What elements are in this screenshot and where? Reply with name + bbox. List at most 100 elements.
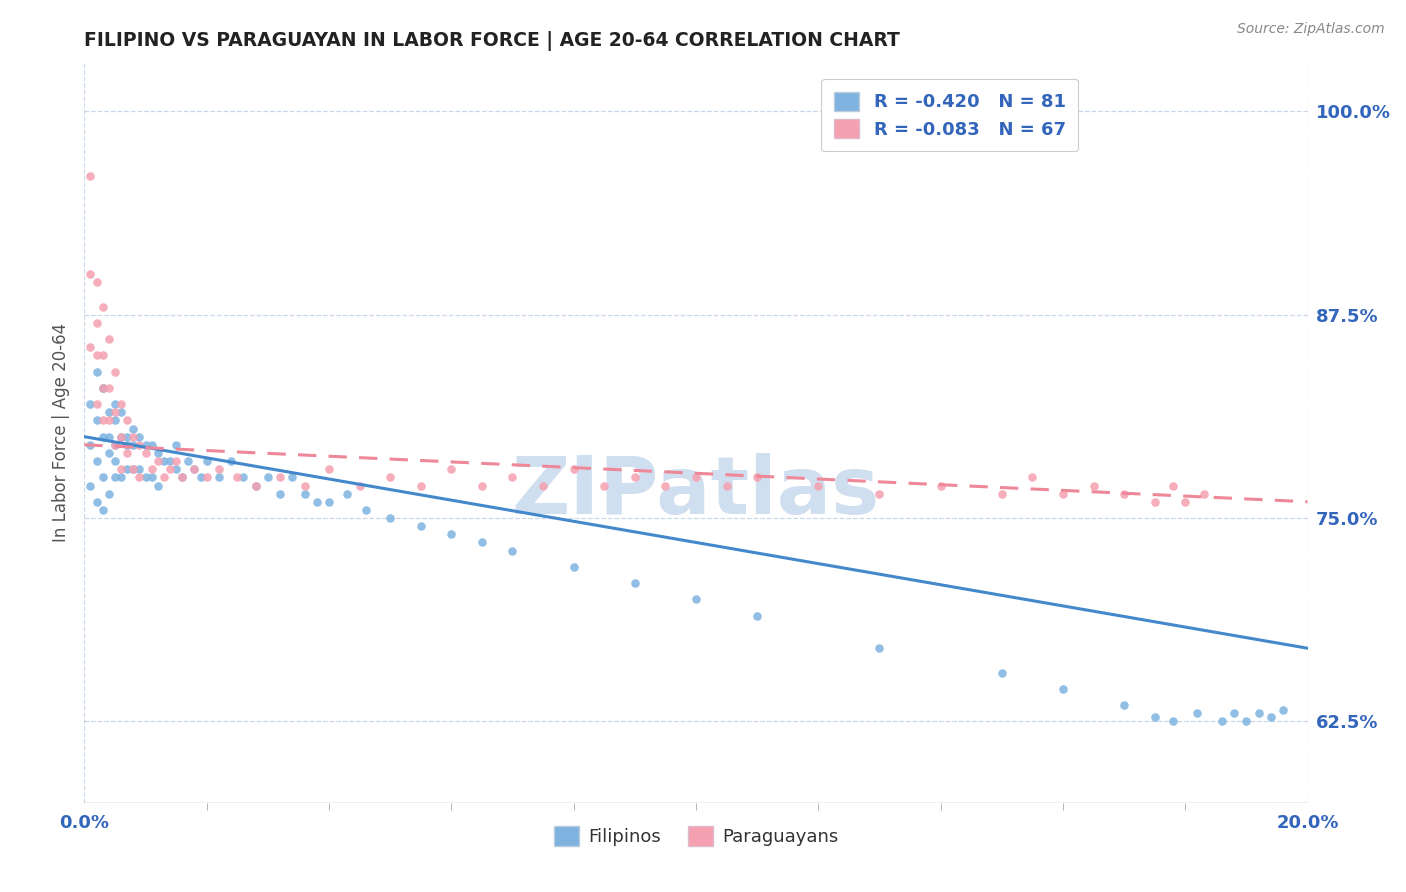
- Point: [318, 495, 340, 509]
- Point: [97, 413, 120, 427]
- Point: [409, 478, 432, 492]
- Point: [195, 454, 218, 468]
- Point: [165, 462, 187, 476]
- Y-axis label: In Labor Force | Age 20-64: In Labor Force | Age 20-64: [52, 323, 70, 542]
- Point: [354, 503, 377, 517]
- Point: [165, 438, 187, 452]
- Point: [115, 430, 138, 444]
- Point: [159, 462, 181, 476]
- Point: [122, 462, 145, 476]
- Point: [1052, 486, 1074, 500]
- Point: [1272, 703, 1295, 717]
- Point: [104, 365, 127, 379]
- Point: [624, 576, 647, 591]
- Point: [1260, 709, 1282, 723]
- Point: [141, 470, 163, 484]
- Point: [146, 446, 169, 460]
- Point: [110, 430, 132, 444]
- Point: [440, 527, 463, 541]
- Point: [269, 470, 291, 484]
- Point: [232, 470, 254, 484]
- Point: [531, 478, 554, 492]
- Point: [104, 413, 127, 427]
- Text: Source: ZipAtlas.com: Source: ZipAtlas.com: [1237, 22, 1385, 37]
- Point: [79, 340, 101, 354]
- Point: [115, 438, 138, 452]
- Point: [91, 381, 114, 395]
- Point: [86, 316, 108, 330]
- Point: [115, 462, 138, 476]
- Point: [110, 462, 132, 476]
- Point: [91, 300, 114, 314]
- Point: [502, 543, 524, 558]
- Point: [104, 454, 127, 468]
- Point: [172, 470, 194, 484]
- Point: [104, 397, 127, 411]
- Point: [1223, 706, 1246, 721]
- Point: [409, 519, 432, 533]
- Point: [97, 405, 120, 419]
- Point: [869, 641, 891, 656]
- Point: [219, 454, 242, 468]
- Point: [294, 486, 316, 500]
- Point: [128, 438, 150, 452]
- Text: ZIPatlas: ZIPatlas: [512, 453, 880, 531]
- Point: [305, 495, 328, 509]
- Point: [177, 454, 200, 468]
- Text: FILIPINO VS PARAGUAYAN IN LABOR FORCE | AGE 20-64 CORRELATION CHART: FILIPINO VS PARAGUAYAN IN LABOR FORCE | …: [84, 30, 900, 51]
- Point: [190, 470, 212, 484]
- Point: [128, 462, 150, 476]
- Point: [502, 470, 524, 484]
- Point: [122, 462, 145, 476]
- Point: [79, 478, 101, 492]
- Point: [183, 462, 205, 476]
- Point: [471, 535, 494, 549]
- Point: [1187, 706, 1209, 721]
- Point: [86, 397, 108, 411]
- Point: [91, 430, 114, 444]
- Point: [79, 169, 101, 184]
- Point: [79, 397, 101, 411]
- Point: [110, 430, 132, 444]
- Point: [1247, 706, 1270, 721]
- Point: [562, 559, 585, 574]
- Point: [97, 486, 120, 500]
- Point: [1236, 714, 1258, 729]
- Point: [91, 413, 114, 427]
- Point: [104, 438, 127, 452]
- Point: [135, 446, 157, 460]
- Point: [1161, 478, 1184, 492]
- Point: [183, 462, 205, 476]
- Point: [115, 446, 138, 460]
- Point: [135, 438, 157, 452]
- Point: [110, 405, 132, 419]
- Point: [245, 478, 267, 492]
- Point: [1052, 681, 1074, 696]
- Point: [153, 470, 176, 484]
- Point: [1021, 470, 1043, 484]
- Point: [97, 430, 120, 444]
- Point: [685, 470, 707, 484]
- Point: [747, 608, 769, 623]
- Point: [929, 478, 952, 492]
- Point: [91, 381, 114, 395]
- Point: [115, 413, 138, 427]
- Point: [86, 348, 108, 362]
- Point: [86, 413, 108, 427]
- Point: [135, 470, 157, 484]
- Point: [86, 454, 108, 468]
- Point: [122, 430, 145, 444]
- Point: [86, 275, 108, 289]
- Point: [122, 438, 145, 452]
- Point: [195, 470, 218, 484]
- Point: [104, 438, 127, 452]
- Point: [86, 365, 108, 379]
- Point: [79, 438, 101, 452]
- Point: [165, 454, 187, 468]
- Point: [97, 446, 120, 460]
- Point: [86, 495, 108, 509]
- Point: [91, 470, 114, 484]
- Point: [128, 470, 150, 484]
- Point: [1161, 714, 1184, 729]
- Point: [97, 381, 120, 395]
